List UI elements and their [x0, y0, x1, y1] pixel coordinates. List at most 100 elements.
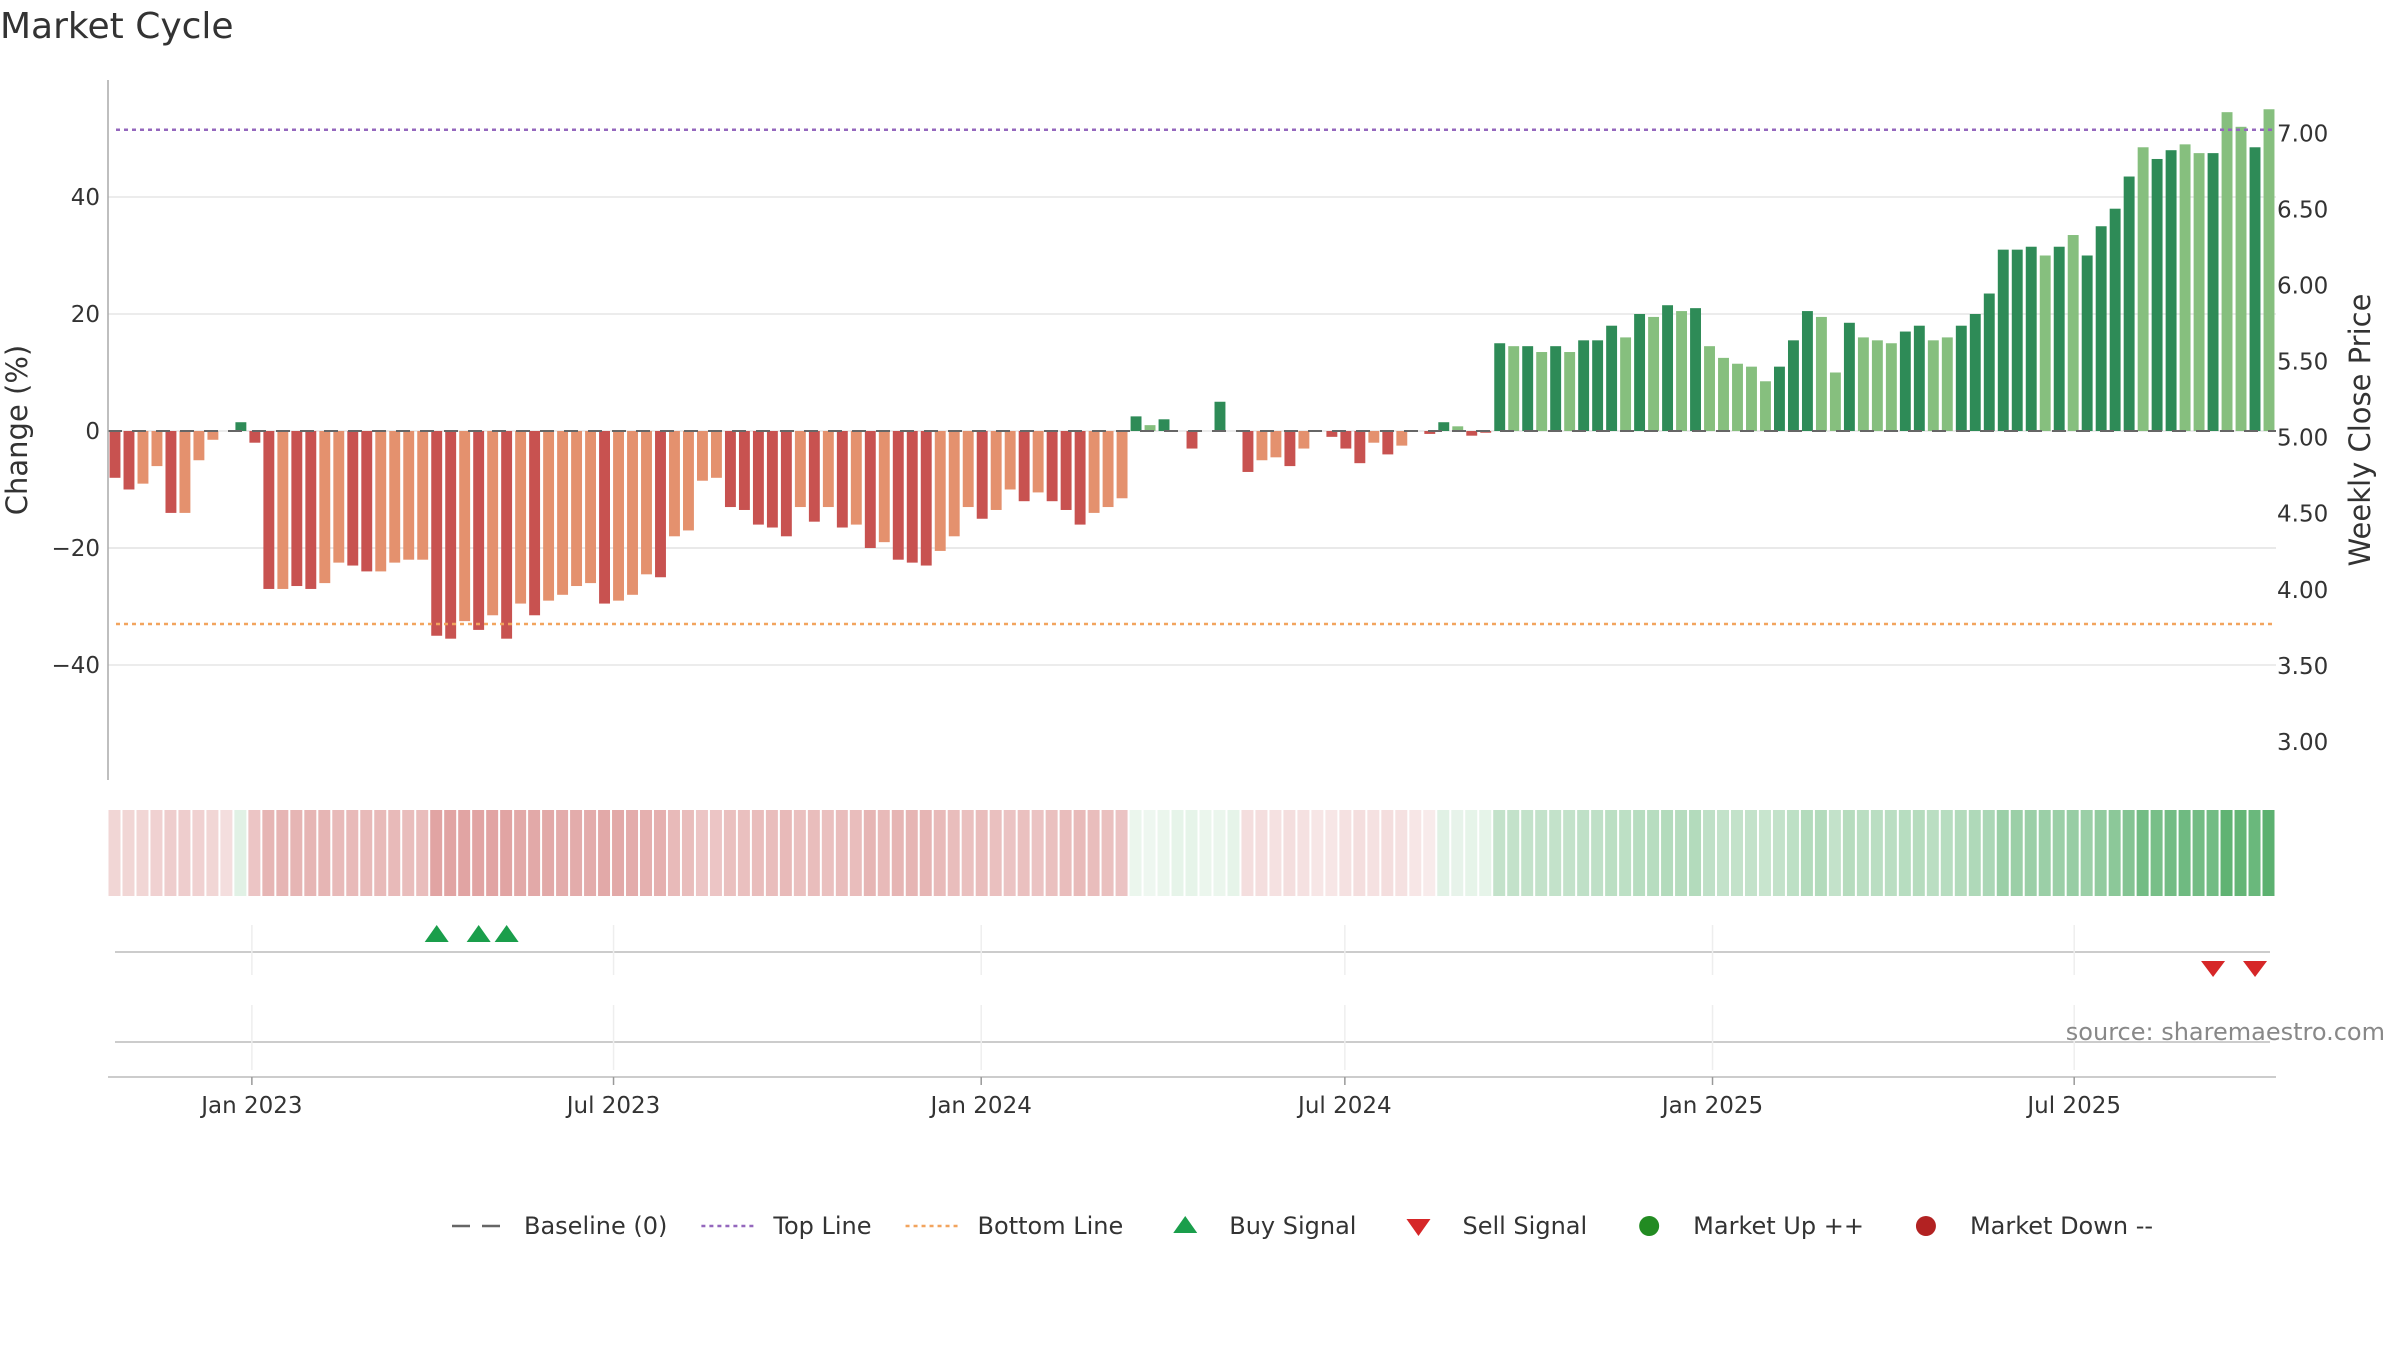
change-bar	[571, 431, 583, 587]
sell-signal-marker	[2243, 961, 2268, 977]
sentiment-cell	[360, 810, 373, 896]
sentiment-cell	[1101, 810, 1114, 896]
sentiment-cell	[1241, 810, 1254, 896]
sentiment-cell	[2192, 810, 2205, 896]
change-bar	[151, 431, 163, 467]
sentiment-cell	[374, 810, 387, 896]
sentiment-cell	[1409, 810, 1422, 896]
change-bar	[2151, 158, 2163, 431]
change-bar	[683, 431, 694, 531]
sentiment-cell	[1283, 810, 1296, 896]
sentiment-cell	[1311, 810, 1324, 896]
sentiment-cell	[122, 810, 135, 896]
change-bar	[696, 431, 708, 481]
sentiment-cell	[1996, 810, 2009, 896]
y-tick-label: −20	[51, 536, 100, 562]
change-bar	[1214, 401, 1226, 431]
sentiment-cell	[849, 810, 862, 896]
sentiment-cell	[220, 810, 233, 896]
change-bar	[165, 431, 177, 513]
sentiment-cell	[1521, 810, 1534, 896]
change-bar	[627, 431, 638, 595]
change-bar	[2263, 109, 2275, 431]
change-bar	[2193, 153, 2205, 431]
sentiment-cell	[1856, 810, 1869, 896]
x-axis: Jan 2023 Jul 2023 Jan 2024 Jul 2024 Jan 2025…	[108, 1076, 2276, 1119]
y-tick-label: 20	[71, 302, 100, 328]
sentiment-cell	[514, 810, 527, 896]
sentiment-cell	[1185, 810, 1198, 896]
sentiment-cell	[877, 810, 890, 896]
sentiment-cell	[1479, 810, 1492, 896]
sentiment-cell	[276, 810, 289, 896]
y-axis-label: Change (%)	[0, 345, 34, 515]
sentiment-cell	[2164, 810, 2177, 896]
legend-item: Sell Signal	[1406, 1212, 1587, 1240]
sentiment-cell	[472, 810, 485, 896]
change-bar	[1340, 431, 1352, 449]
sentiment-cell	[1647, 810, 1660, 896]
legend-sell-triangle-icon	[1406, 1219, 1431, 1236]
legend-item: Baseline (0)	[452, 1212, 667, 1240]
change-bar	[2025, 246, 2037, 431]
sentiment-cell	[1814, 810, 1827, 896]
sentiment-cell	[1451, 810, 1464, 896]
change-bar	[850, 431, 862, 525]
change-bar	[864, 431, 876, 548]
sentiment-cell	[1171, 810, 1184, 896]
x-tick-label: Jan 2024	[929, 1093, 1032, 1119]
change-bar	[1564, 352, 1576, 431]
change-bar	[347, 431, 359, 566]
change-bar	[669, 431, 680, 537]
sentiment-cell	[2066, 810, 2079, 896]
y2-tick-label: 3.00	[2277, 730, 2328, 756]
sentiment-cell	[416, 810, 429, 896]
change-bar	[1969, 314, 1981, 431]
change-bar	[1871, 340, 1883, 431]
change-bar	[207, 431, 219, 440]
legend-buy-triangle-icon	[1173, 1216, 1198, 1233]
sentiment-cell	[1591, 810, 1604, 896]
sentiment-cell	[2080, 810, 2093, 896]
change-bar	[1284, 431, 1296, 467]
change-bar	[1704, 346, 1715, 431]
change-bar	[1116, 431, 1128, 499]
sentiment-cell	[835, 810, 848, 896]
change-bar	[1718, 357, 1729, 431]
sentiment-cell	[332, 810, 345, 896]
change-bar	[1774, 366, 1785, 431]
sentiment-cell	[1744, 810, 1757, 896]
y2-tick-label: 6.50	[2277, 197, 2328, 223]
change-bar	[1843, 322, 1855, 431]
change-bar	[333, 431, 345, 563]
sentiment-cell	[2150, 810, 2163, 896]
change-bar	[2011, 249, 2023, 431]
sentiment-cell	[1213, 810, 1226, 896]
sentiment-cell	[584, 810, 597, 896]
sentiment-cell	[248, 810, 261, 896]
change-bar	[585, 431, 597, 584]
sentiment-cell	[807, 810, 820, 896]
sentiment-cell	[1884, 810, 1897, 896]
legend-label: Market Up ++	[1693, 1212, 1864, 1240]
buy-signal-marker	[494, 925, 519, 942]
sentiment-cell	[1731, 810, 1743, 896]
sentiment-cell	[500, 810, 513, 896]
change-bar	[137, 431, 149, 484]
sentiment-cell	[458, 810, 471, 896]
sentiment-cell	[1073, 810, 1086, 896]
change-bar	[403, 431, 415, 560]
sentiment-cell	[1045, 810, 1058, 896]
change-bar	[2137, 147, 2149, 431]
sentiment-cell	[1017, 810, 1030, 896]
change-bar	[1746, 366, 1757, 431]
change-bar	[752, 431, 764, 525]
change-bar	[1676, 311, 1688, 431]
y2-tick-label: 4.50	[2277, 502, 2328, 528]
sentiment-cell	[2206, 810, 2219, 896]
sentiment-cell	[1800, 810, 1813, 896]
change-bar	[2081, 255, 2093, 431]
change-bar	[641, 431, 652, 575]
chart-title: Market Cycle	[0, 6, 234, 47]
sentiment-cell	[234, 810, 247, 896]
